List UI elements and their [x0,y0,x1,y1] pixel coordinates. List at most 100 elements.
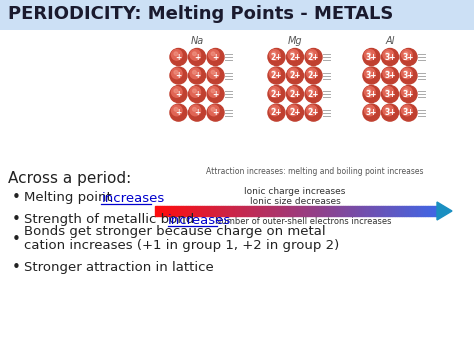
Text: 2+: 2+ [289,71,301,80]
Bar [261,206,263,216]
Bar [357,206,359,216]
Circle shape [170,67,187,84]
Bar [160,206,162,216]
Circle shape [268,86,285,103]
Circle shape [207,86,224,103]
Circle shape [174,108,178,111]
Bar [409,206,411,216]
Bar [301,206,303,216]
Circle shape [192,108,196,111]
Circle shape [288,50,299,60]
Circle shape [401,50,412,60]
Bar [331,206,334,216]
Circle shape [211,89,215,93]
Text: Strength of metallic bond: Strength of metallic bond [24,213,199,226]
Bar [183,206,185,216]
Circle shape [363,49,380,66]
Bar [397,206,400,216]
Text: Melting point: Melting point [24,191,116,204]
Text: 2+: 2+ [289,108,301,117]
Text: +: + [212,89,219,99]
Bar [324,206,327,216]
Circle shape [189,49,206,66]
Text: 2+: 2+ [308,71,319,80]
Circle shape [365,50,375,60]
Circle shape [286,86,303,103]
Circle shape [367,70,371,74]
Circle shape [172,68,182,79]
Circle shape [404,52,408,56]
Bar [350,206,352,216]
Circle shape [272,52,276,56]
Circle shape [172,50,182,60]
Circle shape [365,68,375,79]
Bar [327,206,329,216]
Text: +: + [194,108,200,117]
Circle shape [270,105,280,116]
Polygon shape [437,202,452,220]
Text: •: • [12,231,21,246]
Circle shape [385,52,389,56]
Circle shape [400,86,417,103]
Circle shape [309,89,313,93]
Circle shape [211,108,215,111]
Text: 2+: 2+ [271,108,282,117]
Circle shape [190,50,201,60]
Bar [167,206,169,216]
Circle shape [382,49,399,66]
Text: cation increases (+1 in group 1, +2 in group 2): cation increases (+1 in group 1, +2 in g… [24,240,339,252]
Circle shape [404,89,408,93]
Circle shape [268,49,285,66]
Circle shape [270,68,280,79]
Circle shape [382,67,399,84]
Text: 3+: 3+ [403,71,414,80]
Text: 3+: 3+ [403,53,414,61]
Bar [359,206,362,216]
Bar [244,206,246,216]
Bar [395,206,397,216]
Bar [282,206,284,216]
Circle shape [400,67,417,84]
Bar [371,206,374,216]
Text: Attraction increases: melting and boiling point increases: Attraction increases: melting and boilin… [206,168,424,176]
Circle shape [272,70,276,74]
Text: Ionic size decreases: Ionic size decreases [250,197,340,206]
Bar [258,206,261,216]
Bar [413,206,416,216]
Circle shape [286,104,303,121]
Text: +: + [212,71,219,80]
Circle shape [383,87,393,97]
Bar [284,206,287,216]
Text: 2+: 2+ [271,89,282,99]
Bar [428,206,430,216]
Bar [200,206,202,216]
Text: 3+: 3+ [366,53,377,61]
Circle shape [189,86,206,103]
Circle shape [209,105,219,116]
Circle shape [190,105,201,116]
Text: increases: increases [167,213,231,226]
Text: 3+: 3+ [384,53,396,61]
Circle shape [305,67,322,84]
Bar [336,206,338,216]
Bar [338,206,341,216]
Bar [219,206,221,216]
Bar [364,206,366,216]
Bar [174,206,176,216]
Bar [343,206,346,216]
Bar [268,206,270,216]
Text: 2+: 2+ [308,89,319,99]
Text: Across a period:: Across a period: [8,170,131,186]
Text: 3+: 3+ [403,108,414,117]
Bar [223,206,226,216]
Bar [435,206,437,216]
Bar [352,206,355,216]
Bar [348,206,350,216]
Circle shape [400,104,417,121]
Text: 3+: 3+ [366,71,377,80]
Circle shape [286,49,303,66]
Circle shape [270,87,280,97]
Circle shape [207,104,224,121]
Text: +: + [175,89,182,99]
Bar [420,206,423,216]
